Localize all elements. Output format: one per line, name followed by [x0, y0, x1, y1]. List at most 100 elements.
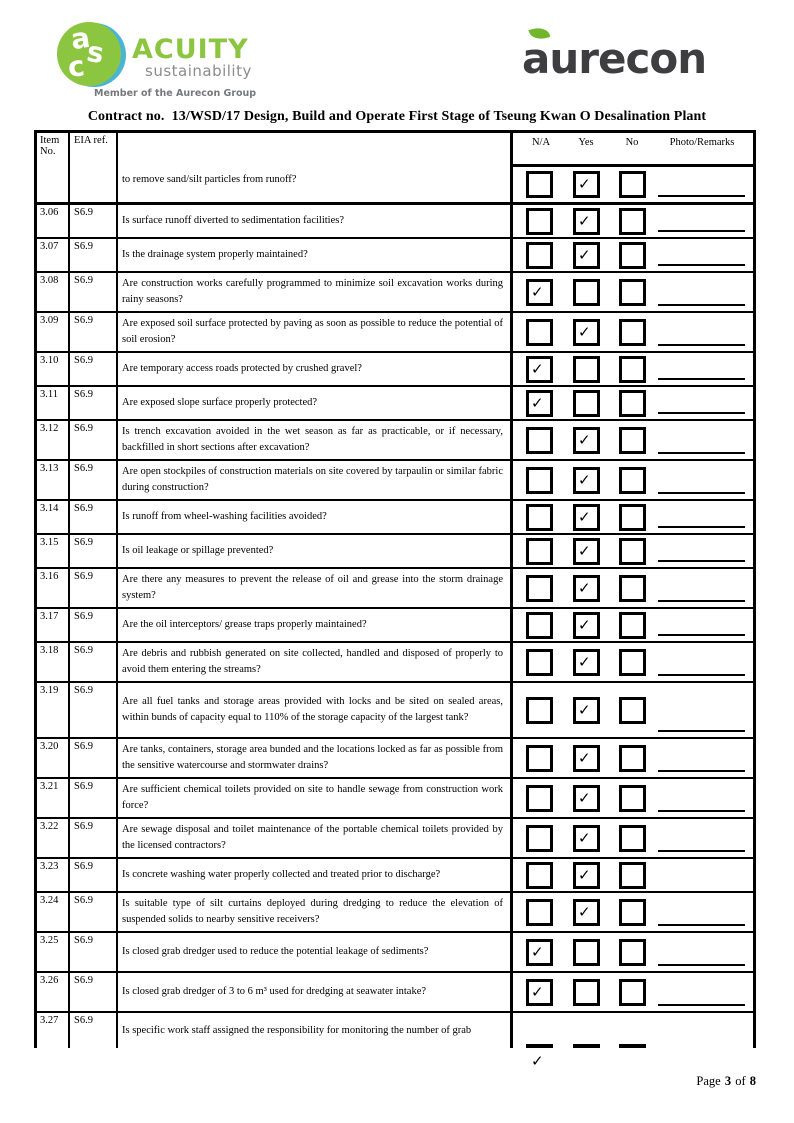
na-checkbox[interactable] — [526, 171, 553, 198]
yes-column-header: Yes — [578, 137, 594, 148]
na-checkbox[interactable] — [526, 466, 553, 494]
no-checkbox[interactable] — [619, 861, 646, 889]
no-checkbox[interactable] — [619, 648, 646, 676]
eia-ref-cell: S6.9 — [70, 273, 118, 311]
yes-checkbox[interactable]: ✓ — [573, 466, 600, 494]
no-checkbox[interactable] — [619, 318, 646, 346]
remarks-line[interactable] — [658, 1004, 745, 1006]
no-checkbox[interactable] — [619, 207, 646, 235]
yes-checkbox[interactable] — [573, 938, 600, 966]
na-checkbox[interactable] — [526, 648, 553, 676]
remarks-line[interactable] — [658, 492, 745, 494]
yes-checkbox[interactable]: ✓ — [573, 861, 600, 889]
remarks-line[interactable] — [658, 452, 745, 454]
no-checkbox[interactable] — [619, 278, 646, 306]
yes-checkbox[interactable]: ✓ — [573, 574, 600, 602]
yes-checkbox[interactable]: ✓ — [573, 824, 600, 852]
yes-checkbox[interactable] — [573, 389, 600, 417]
no-checkbox[interactable] — [619, 171, 646, 198]
no-checkbox[interactable] — [619, 978, 646, 1006]
checks-cell: ✓ — [513, 779, 753, 817]
remarks-line[interactable] — [658, 344, 745, 346]
remarks-line[interactable] — [658, 526, 745, 528]
no-checkbox[interactable] — [619, 537, 646, 565]
remarks-line[interactable] — [658, 730, 745, 732]
remarks-line[interactable] — [658, 964, 745, 966]
no-checkbox[interactable] — [619, 824, 646, 852]
remarks-line[interactable] — [658, 924, 745, 926]
remarks-line[interactable] — [658, 674, 745, 676]
yes-checkbox[interactable]: ✓ — [573, 503, 600, 531]
yes-checkbox[interactable]: ✓ — [573, 784, 600, 812]
no-checkbox[interactable] — [619, 898, 646, 926]
remarks-line[interactable] — [658, 850, 745, 852]
remarks-line[interactable] — [658, 378, 745, 380]
remarks-line[interactable] — [658, 195, 745, 197]
remarks-line[interactable] — [658, 634, 745, 636]
remarks-line[interactable] — [658, 770, 745, 772]
remarks-line[interactable] — [658, 560, 745, 562]
no-checkbox[interactable] — [619, 241, 646, 269]
yes-checkbox[interactable]: ✓ — [573, 241, 600, 269]
table-row: 3.11 S6.9 Are exposed slope surface proper… — [37, 387, 753, 421]
na-checkbox[interactable] — [526, 696, 553, 724]
yes-checkbox[interactable]: ✓ — [573, 207, 600, 235]
yes-checkbox[interactable] — [573, 978, 600, 1006]
yes-checkbox-clipped[interactable] — [573, 1044, 600, 1048]
check-icon: ✓ — [531, 1052, 544, 1070]
na-checkbox[interactable] — [526, 503, 553, 531]
remarks-line[interactable] — [658, 810, 745, 812]
question-text: Are there any measures to prevent the re… — [122, 574, 503, 601]
item-no-cell: 3.09 — [37, 313, 70, 351]
no-checkbox[interactable] — [619, 389, 646, 417]
yes-checkbox[interactable]: ✓ — [573, 537, 600, 565]
no-checkbox[interactable] — [619, 466, 646, 494]
no-checkbox[interactable] — [619, 784, 646, 812]
yes-checkbox[interactable]: ✓ — [573, 744, 600, 772]
remarks-line[interactable] — [658, 230, 745, 232]
yes-checkbox[interactable]: ✓ — [573, 611, 600, 639]
yes-checkbox[interactable] — [573, 355, 600, 383]
question-cell: Is specific work staff assigned the resp… — [118, 1013, 513, 1048]
na-checkbox[interactable] — [526, 824, 553, 852]
na-checkbox[interactable]: ✓ — [526, 389, 553, 417]
yes-checkbox[interactable]: ✓ — [573, 318, 600, 346]
yes-checkbox[interactable]: ✓ — [573, 696, 600, 724]
na-checkbox[interactable] — [526, 318, 553, 346]
na-checkbox[interactable] — [526, 537, 553, 565]
checks-cell: ✓ — [513, 643, 753, 681]
yes-checkbox[interactable] — [573, 278, 600, 306]
yes-checkbox[interactable]: ✓ — [573, 898, 600, 926]
no-checkbox[interactable] — [619, 574, 646, 602]
yes-checkbox[interactable]: ✓ — [573, 648, 600, 676]
no-checkbox[interactable] — [619, 938, 646, 966]
remarks-line[interactable] — [658, 304, 745, 306]
check-icon: ✓ — [578, 700, 591, 719]
no-checkbox-clipped[interactable] — [619, 1044, 646, 1048]
yes-checkbox[interactable]: ✓ — [573, 426, 600, 454]
na-checkbox[interactable] — [526, 744, 553, 772]
na-checkbox[interactable]: ✓ — [526, 355, 553, 383]
na-checkbox[interactable] — [526, 207, 553, 235]
remarks-line[interactable] — [658, 600, 745, 602]
no-checkbox[interactable] — [619, 744, 646, 772]
na-checkbox[interactable]: ✓ — [526, 978, 553, 1006]
remarks-line[interactable] — [658, 412, 745, 414]
remarks-line[interactable] — [658, 264, 745, 266]
na-checkbox[interactable] — [526, 426, 553, 454]
na-checkbox[interactable]: ✓ — [526, 938, 553, 966]
no-checkbox[interactable] — [619, 426, 646, 454]
na-checkbox[interactable] — [526, 611, 553, 639]
na-checkbox[interactable] — [526, 241, 553, 269]
na-checkbox[interactable] — [526, 784, 553, 812]
na-checkbox[interactable]: ✓ — [526, 278, 553, 306]
no-checkbox[interactable] — [619, 503, 646, 531]
yes-checkbox[interactable]: ✓ — [573, 171, 600, 198]
no-checkbox[interactable] — [619, 355, 646, 383]
na-checkbox-clipped[interactable] — [526, 1044, 553, 1048]
na-checkbox[interactable] — [526, 861, 553, 889]
na-checkbox[interactable] — [526, 898, 553, 926]
na-checkbox[interactable] — [526, 574, 553, 602]
no-checkbox[interactable] — [619, 696, 646, 724]
no-checkbox[interactable] — [619, 611, 646, 639]
